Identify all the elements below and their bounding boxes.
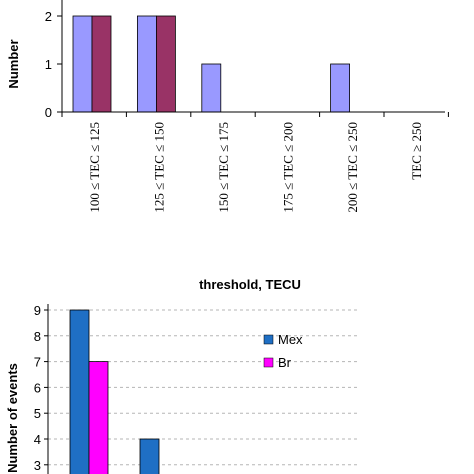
bottom-y-tick-label-4: 7 [34,355,41,370]
bottom-y-axis-label: Number of events [5,363,20,473]
top-category-label-2: 150 ≤ TEC ≤ 175 [216,122,231,213]
top-bar-s0-c0 [72,15,93,113]
bottom-y-tick-label-2: 5 [34,406,41,421]
top-y-axis-label: Number [6,39,21,88]
legend-swatch-br [263,357,274,368]
bottom-bar-s1-g0 [88,361,109,474]
bottom-y-tick-label-0: 3 [34,458,41,473]
legend-swatch-mex [263,334,274,345]
top-category-label-5: TEC ≥ 250 [409,122,424,180]
legend-label-mex: Mex [278,332,303,347]
bottom-bar-s0-g1 [139,438,160,474]
top-bar-s1-c0 [91,15,112,113]
top-category-label-0: 100 ≤ TEC ≤ 125 [87,122,102,213]
bottom-y-tick-label-3: 6 [34,380,41,395]
legend-label-br: Br [278,355,292,370]
top-bar-s0-c4 [330,63,351,113]
bottom-y-tick-label-1: 4 [34,432,41,447]
bottom-chart: Number of events 3 4 5 6 7 8 9 Mex Br [5,303,360,474]
legend: Mex Br [263,332,303,370]
top-bar-s1-c1 [155,15,176,113]
top-category-label-4: 200 ≤ TEC ≤ 250 [345,122,360,213]
bottom-y-tick-label-6: 9 [34,303,41,318]
top-chart: Number 0 1 2 100 ≤ TEC ≤ 125 125 ≤ TEC ≤ 15… [6,0,449,292]
top-category-label-1: 125 ≤ TEC ≤ 150 [152,122,167,213]
top-y-tick-label-2: 2 [45,9,52,24]
top-bar-s0-c1 [136,15,157,113]
bottom-y-tick-label-5: 8 [34,329,41,344]
bottom-bar-s0-g0 [69,309,90,474]
top-category-label-3: 175 ≤ TEC ≤ 200 [280,122,295,213]
top-bar-s0-c2 [201,63,222,113]
top-y-tick-label-0: 0 [45,105,52,120]
top-x-axis-label: threshold, TECU [199,277,301,292]
top-y-tick-label-1: 1 [45,57,52,72]
